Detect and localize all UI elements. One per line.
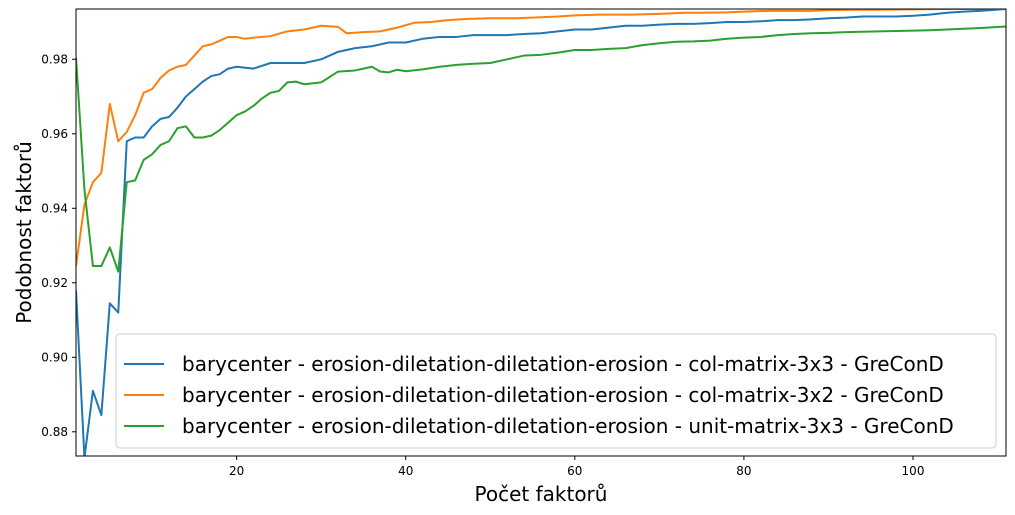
x-tick-label: 60 [567,464,582,478]
x-tick-label: 20 [229,464,244,478]
legend-box [115,333,997,449]
y-tick-label: 0.88 [41,425,68,439]
x-tick-label: 100 [902,464,925,478]
y-tick-label: 0.90 [41,350,68,364]
legend-entry-1: barycenter - erosion-diletation-diletati… [182,352,944,376]
series-line-2 [76,9,1006,267]
y-tick-label: 0.98 [41,52,68,66]
legend-entry-2: barycenter - erosion-diletation-diletati… [182,383,944,407]
y-axis-label: Podobnost faktorů [12,141,36,324]
series-line-1 [76,9,1006,456]
y-tick-label: 0.94 [41,201,68,215]
x-axis-label: Počet faktorů [475,482,608,506]
series-line-3 [76,25,1006,273]
plot-frame [75,8,1007,457]
y-tick-label: 0.96 [41,127,68,141]
legend-entry-3: barycenter - erosion-diletation-diletati… [182,414,954,438]
x-tick-label: 40 [398,464,413,478]
legend: barycenter - erosion-diletation-diletati… [115,333,997,449]
axes: 20 40 60 80 100 0.88 0.90 0.92 0.94 0.96 0.98 [41,8,1007,478]
x-tick-label: 80 [736,464,751,478]
y-tick-label: 0.92 [41,276,68,290]
series-lines [76,9,1006,456]
